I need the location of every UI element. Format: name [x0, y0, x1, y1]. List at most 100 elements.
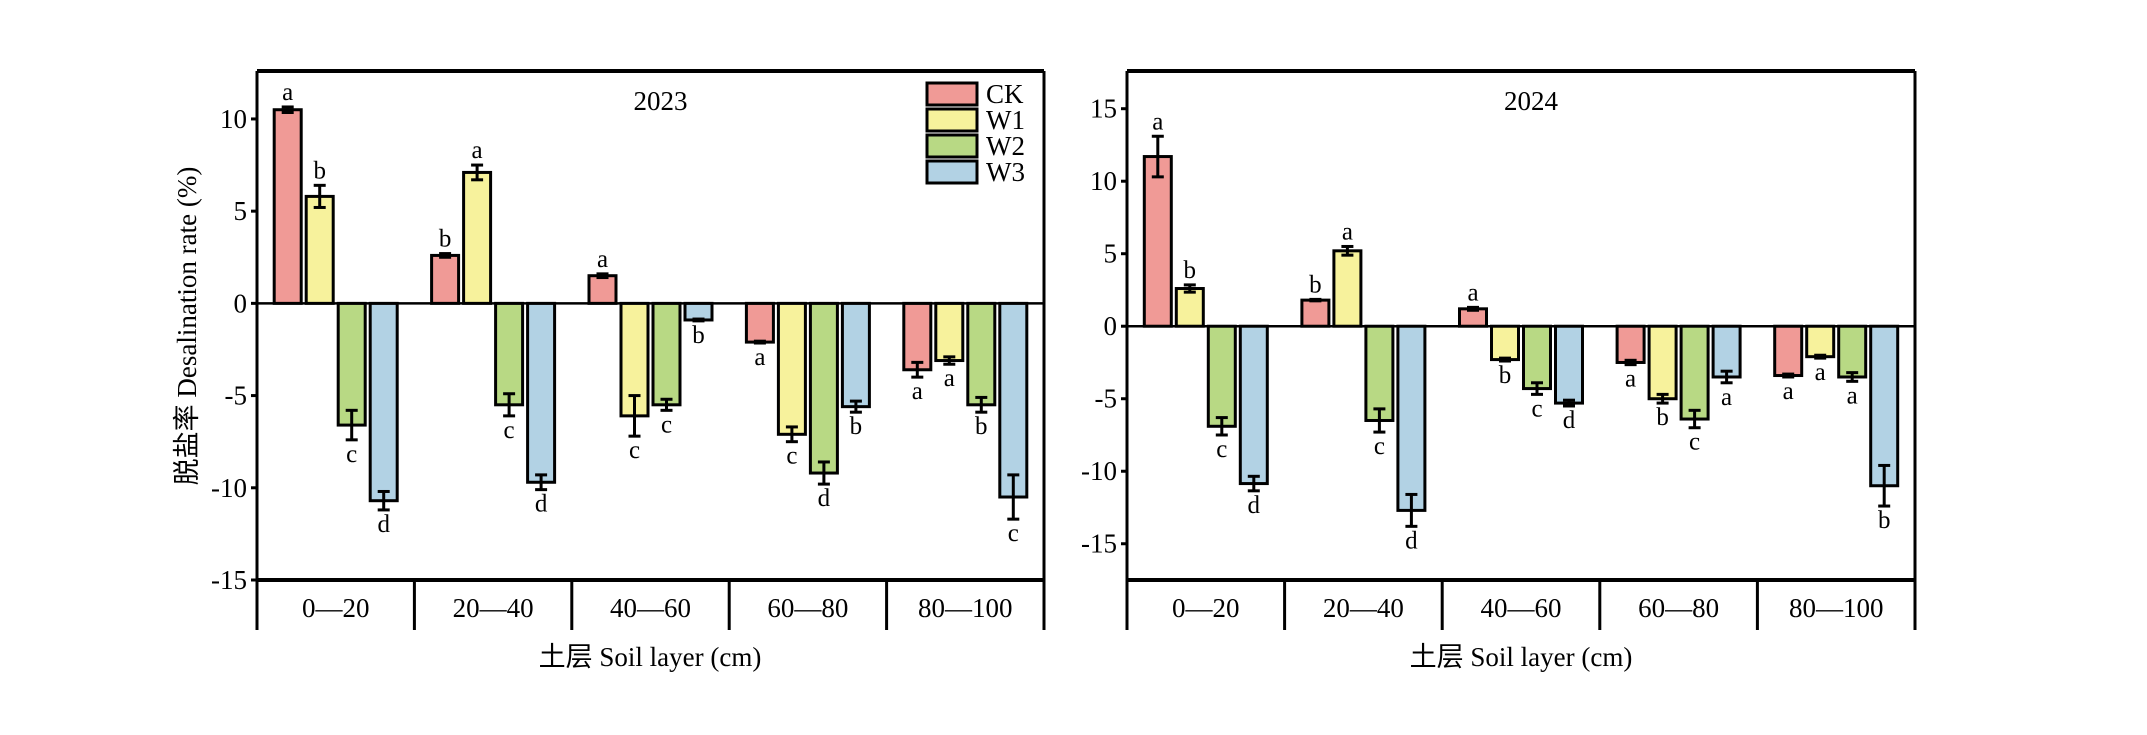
significance-letter: c: [661, 411, 672, 438]
significance-letter: a: [1847, 382, 1858, 409]
bar-w2-20-40: [1364, 324, 1395, 422]
significance-letter: a: [912, 378, 923, 405]
significance-letter: c: [786, 443, 797, 470]
x-tick-label: 80—100: [1789, 593, 1884, 623]
significance-letter: c: [504, 417, 515, 444]
significance-letter: b: [1184, 257, 1197, 284]
bar-w2-60-80: [1679, 324, 1710, 421]
x-tick-label: 20—40: [1323, 593, 1404, 623]
significance-letter: d: [535, 491, 548, 518]
significance-letter: a: [282, 79, 293, 106]
bar-ck-0-20: [272, 108, 303, 305]
bar-w3-80-100: [998, 301, 1029, 499]
significance-letter: a: [1783, 378, 1794, 405]
x-tick-label: 0—20: [1172, 593, 1240, 623]
legend-swatch-w3: [925, 159, 979, 185]
bar-w3-40-60: [683, 301, 714, 322]
significance-letter: a: [597, 246, 608, 273]
x-tick-label: 40—60: [1481, 593, 1562, 623]
bar-w3-20-40: [526, 301, 557, 484]
bar-ck-80-100: [902, 301, 933, 372]
x-axis-label-2023: 土层 Soil layer (cm): [539, 642, 762, 672]
bar-ck-20-40: [1300, 298, 1331, 328]
bar-w2-0-20: [1206, 324, 1237, 428]
significance-letter: a: [472, 137, 483, 164]
significance-letter: c: [1216, 436, 1227, 463]
bar-w1-80-100: [1805, 324, 1836, 359]
legend-label-w2: W2: [986, 131, 1025, 161]
bar-w2-0-20: [336, 301, 367, 427]
bar-w1-80-100: [934, 301, 965, 363]
significance-letter: a: [1815, 359, 1826, 386]
y-tick-label: -5: [225, 381, 248, 411]
bar-ck-80-100: [1773, 324, 1804, 378]
significance-letter: b: [1878, 507, 1891, 534]
bar-ck-60-80: [1615, 324, 1646, 364]
significance-letter: b: [313, 157, 326, 184]
significance-letter: a: [1625, 366, 1636, 393]
legend-label-w3: W3: [986, 157, 1025, 187]
bar-w2-80-100: [966, 301, 997, 407]
significance-letter: b: [439, 226, 452, 253]
y-tick-label: 15: [1090, 94, 1117, 124]
significance-letter: c: [1374, 433, 1385, 460]
y-tick-label: 5: [1104, 239, 1118, 269]
bar-w3-60-80: [840, 301, 871, 409]
significance-letter: a: [1342, 218, 1353, 245]
bar-ck-40-60: [587, 274, 618, 305]
significance-letter: d: [377, 511, 390, 538]
significance-letter: c: [1008, 520, 1019, 547]
significance-letter: a: [1467, 279, 1478, 306]
bar-w1-40-60: [1490, 324, 1520, 362]
significance-letter: a: [1721, 384, 1732, 411]
significance-letter: c: [346, 441, 357, 468]
significance-letter: b: [975, 413, 988, 440]
legend-label-ck: CK: [986, 79, 1024, 109]
legend-swatch-w1: [925, 107, 979, 133]
bar-w1-60-80: [776, 301, 807, 436]
panel-title: 2024: [1504, 86, 1559, 116]
bar-w3-80-100: [1869, 324, 1900, 488]
y-tick-label: -15: [1081, 529, 1117, 559]
bar-w2-40-60: [1522, 324, 1552, 391]
bar-ck-0-20: [1142, 155, 1173, 328]
significance-letter: c: [629, 437, 640, 464]
bar-w3-60-80: [1711, 324, 1742, 379]
significance-letter: d: [1405, 527, 1418, 554]
significance-letter: b: [850, 413, 863, 440]
y-tick-label: 0: [1104, 311, 1118, 341]
bar-w2-60-80: [808, 301, 839, 475]
x-axis-label-2024: 土层 Soil layer (cm): [1410, 642, 1633, 672]
y-tick-label: 10: [220, 104, 247, 134]
significance-letter: b: [692, 322, 705, 349]
significance-letter: d: [1248, 492, 1261, 519]
bar-w1-0-20: [1174, 287, 1205, 328]
legend-label-w1: W1: [986, 105, 1025, 135]
y-tick-label: 0: [234, 288, 248, 318]
panel-title: 2023: [634, 86, 688, 116]
bar-w2-20-40: [494, 301, 525, 407]
bar-w3-20-40: [1396, 324, 1427, 512]
y-axis-label: 脱盐率 Desalination rate (%): [172, 167, 202, 486]
x-tick-label: 60—80: [1638, 593, 1719, 623]
bar-ck-60-80: [744, 301, 775, 344]
bar-w1-20-40: [462, 170, 493, 305]
legend-swatch-w2: [925, 133, 979, 159]
x-tick-label: 40—60: [610, 593, 691, 623]
significance-letter: d: [1563, 407, 1576, 434]
bar-w1-20-40: [1332, 249, 1363, 328]
y-tick-label: -15: [211, 565, 247, 595]
x-tick-label: 80—100: [918, 593, 1013, 623]
x-tick-label: 20—40: [453, 593, 534, 623]
significance-letter: b: [1656, 404, 1669, 431]
significance-letter: a: [944, 365, 955, 392]
significance-letter: b: [1309, 271, 1322, 298]
y-tick-label: 10: [1090, 166, 1117, 196]
y-tick-label: -10: [1081, 456, 1117, 486]
bar-w3-0-20: [1238, 324, 1269, 486]
